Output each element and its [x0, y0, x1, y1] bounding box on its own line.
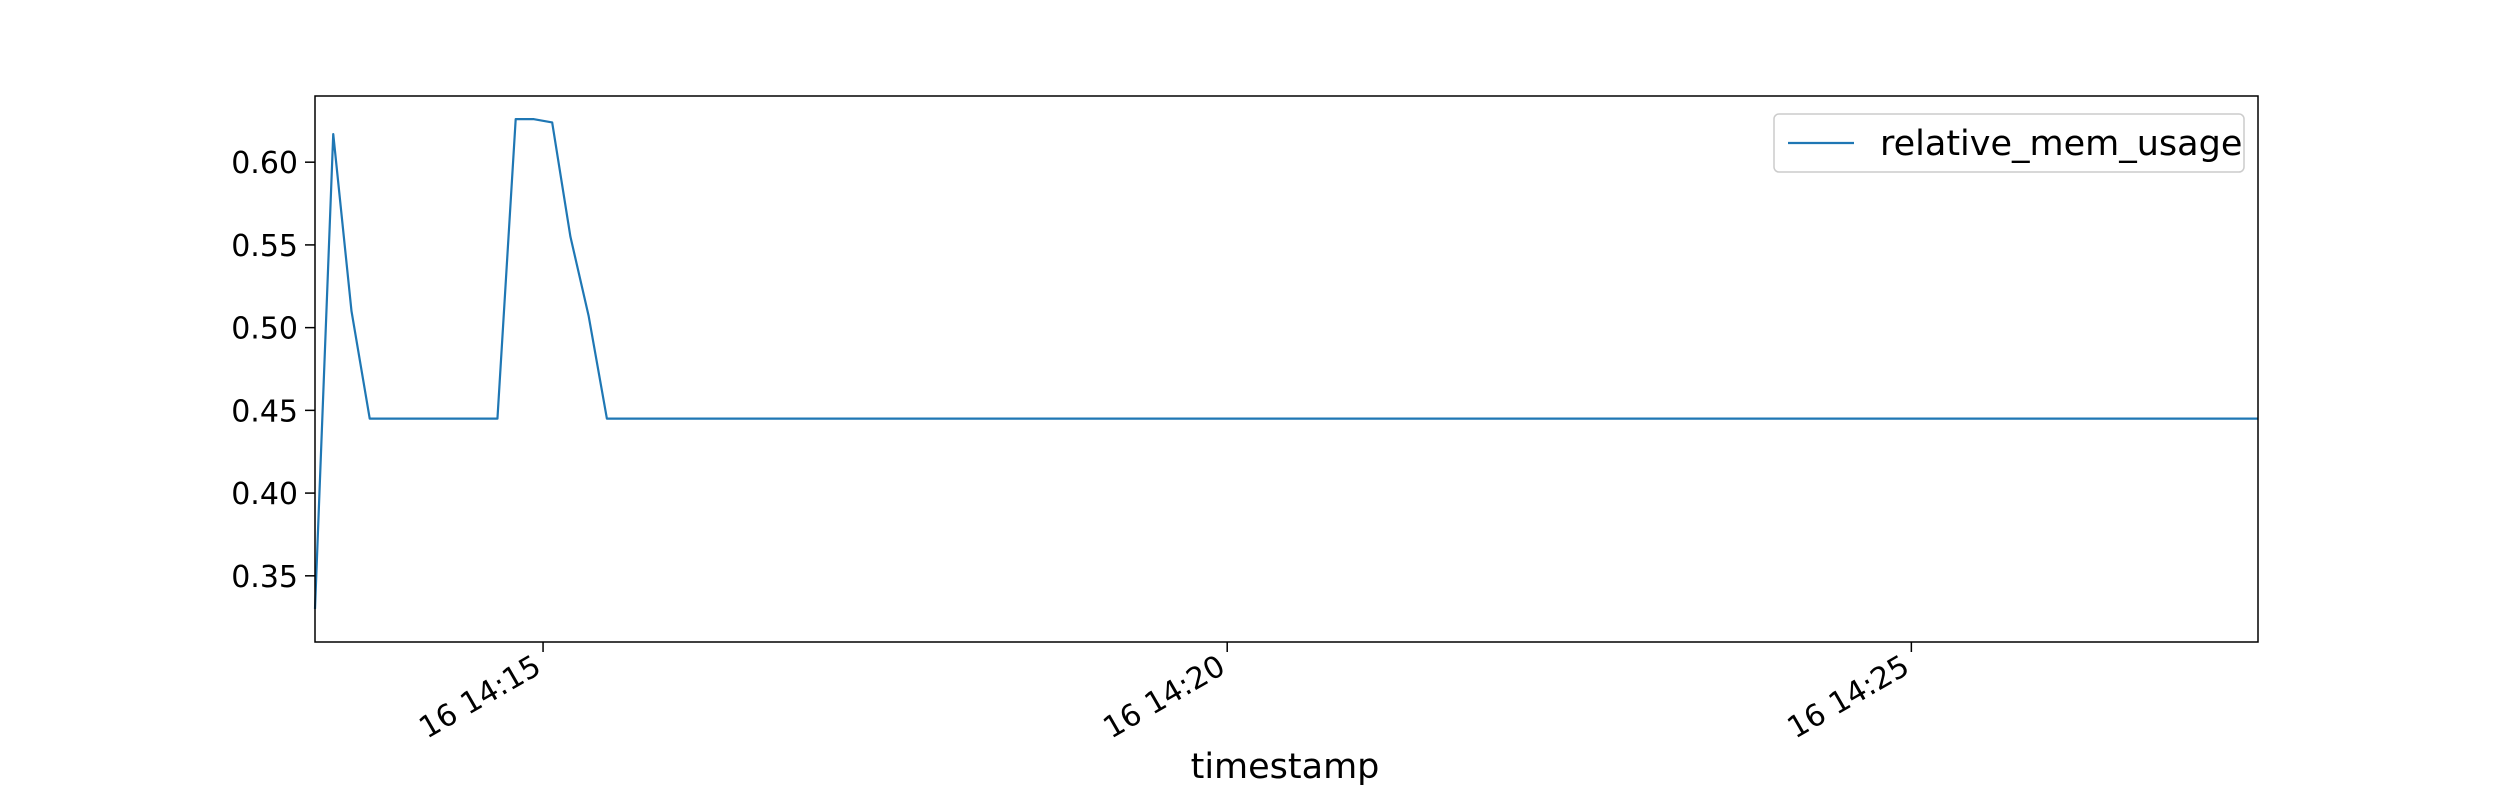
- y-tick-label: 0.40: [231, 477, 298, 512]
- y-tick-label: 0.45: [231, 394, 298, 429]
- y-tick-label: 0.50: [231, 312, 298, 347]
- legend-label: relative_mem_usage: [1880, 124, 2242, 164]
- x-tick-label: 16 14:20: [1098, 649, 1232, 746]
- x-axis-label: timestamp: [1191, 747, 1380, 787]
- legend-box: [1773, 113, 2245, 173]
- plot-frame: [314, 95, 2259, 643]
- plot-area: [315, 96, 2258, 642]
- y-tick-label: 0.60: [231, 146, 298, 181]
- x-tick-label: 16 14:25: [1782, 649, 1916, 746]
- series-line: [313, 118, 2258, 609]
- y-tick-label: 0.35: [231, 560, 298, 595]
- x-tick-label: 16 14:15: [413, 649, 547, 746]
- y-tick-label: 0.55: [231, 229, 298, 264]
